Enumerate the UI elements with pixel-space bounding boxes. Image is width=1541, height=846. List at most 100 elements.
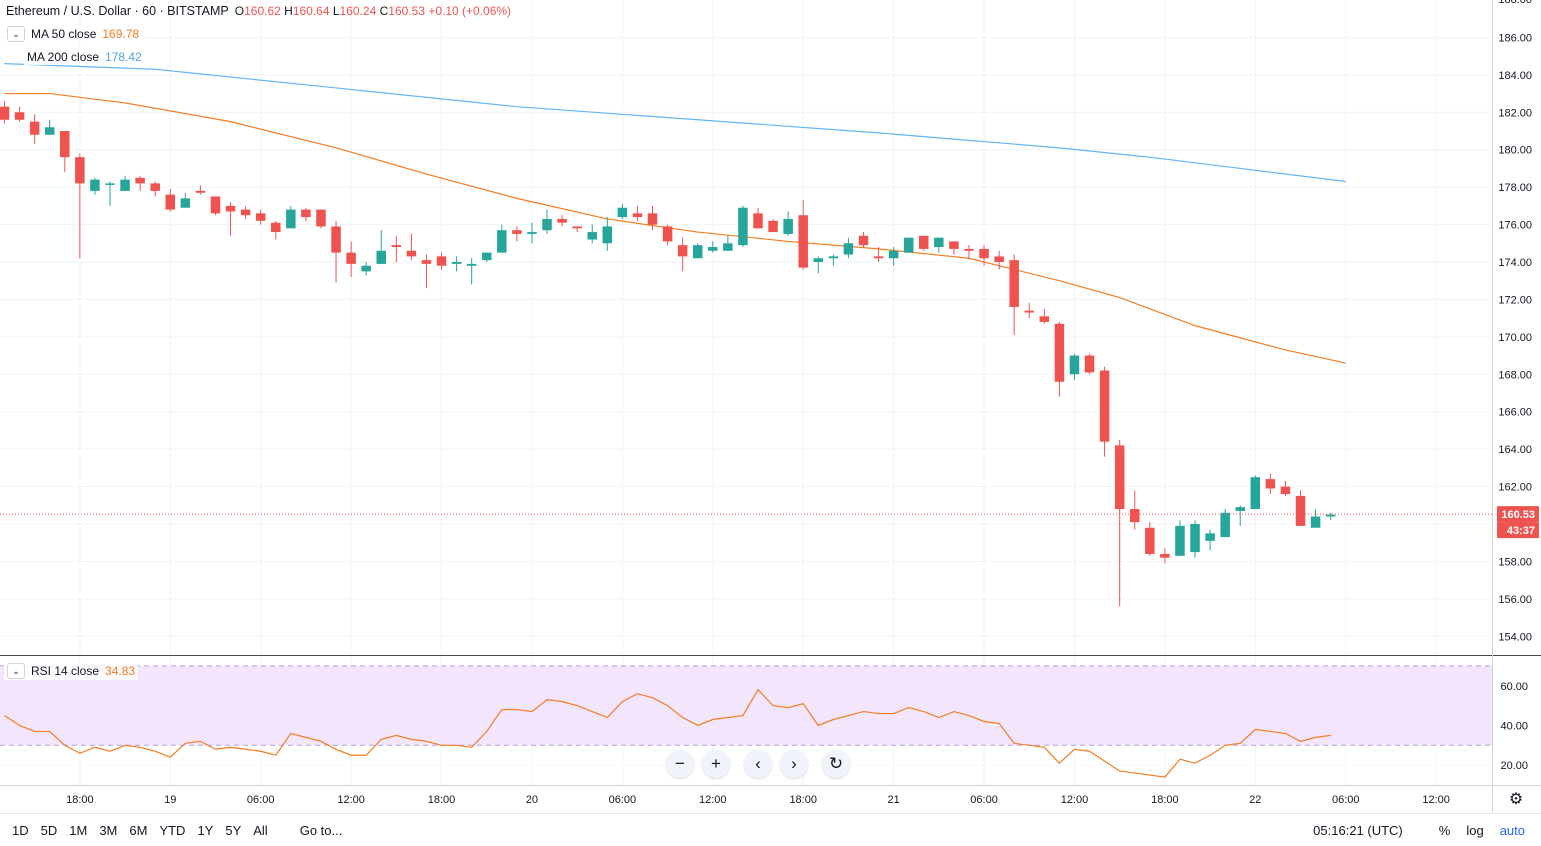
candle-body	[572, 226, 582, 229]
price-tick-label: 184.00	[1498, 70, 1532, 82]
time-tick-label: 06:00	[609, 794, 637, 806]
percent-scale-toggle[interactable]: %	[1438, 822, 1451, 838]
candle-body	[1009, 260, 1019, 307]
rsi-band	[0, 665, 1492, 746]
ma50-value: 169.78	[102, 27, 140, 41]
time-tick-label: 06:00	[247, 794, 275, 806]
goto-button[interactable]: Go to...	[299, 822, 343, 838]
zoom-in-button[interactable]: +	[702, 750, 730, 778]
range-3m-button[interactable]: 3M	[99, 822, 118, 838]
ma200-name: MA 200 close	[27, 50, 100, 64]
candle-body	[346, 252, 356, 264]
candle-body	[120, 179, 130, 191]
high-label: H	[284, 4, 293, 18]
range-1m-button[interactable]: 1M	[69, 822, 88, 838]
ma200-legend[interactable]: MA 200 close 178.42	[24, 49, 145, 65]
price-tick-label: 164.00	[1498, 444, 1532, 456]
time-tick-label: 12:00	[699, 794, 727, 806]
time-tick-label: 06:00	[1332, 794, 1360, 806]
candle-body	[557, 218, 567, 223]
rsi-tick-label: 20.00	[1500, 760, 1528, 772]
gear-icon[interactable]: ⚙	[1508, 791, 1524, 808]
candle-body	[1250, 477, 1261, 510]
candle-body	[1175, 525, 1185, 556]
candle-body	[225, 205, 236, 212]
candle-body	[738, 207, 748, 246]
range-1d-button[interactable]: 1D	[12, 822, 29, 838]
candle-body	[60, 131, 70, 158]
range-5d-button[interactable]: 5D	[40, 822, 58, 838]
candle-body	[1069, 355, 1080, 375]
time-axis: 18:00 19 06:00 12:00 18:00 20 06:00 12:00 18:00 2…	[66, 794, 1450, 806]
utc-clock[interactable]: 05:16:21 (UTC)	[1313, 822, 1403, 838]
candle-body	[1295, 495, 1306, 526]
rsi-name: RSI 14 close	[31, 664, 100, 678]
candle-body	[391, 245, 402, 248]
candle-body	[768, 220, 778, 233]
range-1y-button[interactable]: 1Y	[197, 822, 214, 838]
candle-body	[150, 183, 160, 191]
range-5y-button[interactable]: 5Y	[225, 822, 242, 838]
time-tick-label: 12:00	[1422, 794, 1450, 806]
candle-body	[783, 218, 793, 234]
low-value: 160.24	[339, 4, 377, 18]
candle-body	[949, 241, 959, 249]
candle-body	[1054, 323, 1065, 382]
ma50-legend[interactable]: ⌄ MA 50 close 169.78	[4, 25, 143, 43]
candle-body	[602, 226, 613, 244]
candle-body	[406, 250, 417, 257]
candle-body	[662, 226, 673, 242]
candle-body	[1190, 524, 1200, 553]
rsi-legend[interactable]: ⌄ RSI 14 close 34.83	[4, 662, 139, 680]
candle-body	[195, 190, 206, 193]
candle-body	[542, 218, 552, 231]
candle-body	[210, 196, 221, 214]
price-tick-label: 176.00	[1498, 220, 1532, 232]
scroll-right-button[interactable]: ›	[780, 750, 808, 778]
candle-body	[466, 263, 477, 266]
candle-body	[919, 235, 929, 249]
candle-body	[271, 222, 281, 233]
rsi-axis: 20.00 40.00 60.00	[1500, 681, 1528, 772]
candle-body	[1039, 316, 1050, 322]
chevron-down-icon[interactable]: ⌄	[7, 663, 25, 679]
candle-body	[286, 209, 296, 229]
price-tick-label: 162.00	[1498, 482, 1532, 494]
price-tick-label: 166.00	[1498, 407, 1532, 419]
candle-body	[527, 232, 537, 234]
rsi-tick-label: 60.00	[1500, 681, 1528, 693]
candle-body	[1310, 516, 1321, 528]
range-ytd-button[interactable]: YTD	[159, 822, 186, 838]
rsi-value: 34.83	[105, 664, 136, 678]
candle-body	[165, 194, 176, 210]
price-grid	[0, 36, 1492, 637]
candle-body	[1160, 553, 1170, 558]
zoom-out-button[interactable]: −	[666, 750, 694, 778]
log-scale-toggle[interactable]: log	[1466, 822, 1484, 838]
rsi-line	[4, 688, 1331, 778]
auto-scale-toggle[interactable]: auto	[1499, 822, 1525, 838]
range-6m-button[interactable]: 6M	[129, 822, 148, 838]
reset-chart-button[interactable]: ↻	[822, 750, 850, 778]
ma50-name: MA 50 close	[31, 27, 97, 41]
price-tick-label: 178.00	[1498, 182, 1532, 194]
rsi-tick-label: 40.00	[1500, 720, 1528, 732]
candle-body	[75, 157, 85, 184]
candle-body	[1024, 310, 1035, 313]
candle-body	[632, 213, 643, 218]
candle-body	[421, 260, 432, 264]
ma200-line	[4, 63, 1346, 183]
range-all-button[interactable]: All	[253, 822, 268, 838]
time-tick-label: 19	[164, 794, 176, 806]
high-value: 160.64	[292, 4, 330, 18]
price-tick-label: 158.00	[1498, 556, 1532, 568]
time-tick-label: 21	[888, 794, 900, 806]
candle-body	[1099, 370, 1110, 442]
candle-body	[105, 183, 115, 185]
last-price-label: 160.53	[1501, 509, 1535, 521]
chevron-down-icon[interactable]: ⌄	[7, 26, 25, 42]
scroll-left-button[interactable]: ‹	[744, 750, 772, 778]
candle-body	[1265, 479, 1276, 489]
